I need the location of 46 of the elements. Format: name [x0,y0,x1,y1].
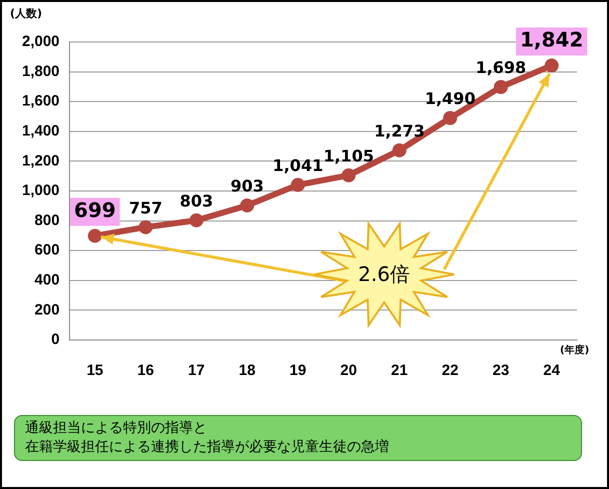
point [494,80,508,94]
x-tick-label: 23 [492,362,510,380]
y-tick-label: 1,800 [22,62,60,80]
y-tick-label: 1,200 [22,152,60,170]
data-label: 1,842 [520,28,584,52]
y-tick-label: 800 [34,212,60,229]
x-tick-label: 18 [238,362,256,380]
x-tick-label: 16 [137,362,154,380]
data-label: 757 [128,198,162,218]
text: 通級担当による特別の指導と [25,420,207,436]
data-label: 699 [74,198,116,222]
point [443,110,458,125]
data-label: 803 [180,192,214,211]
point [189,213,204,228]
y-tick-label: 200 [34,301,60,318]
data-label: 1,105 [323,146,374,166]
y-tick-label: 1,600 [22,92,60,110]
data-label: 1,041 [272,156,324,176]
point [392,143,406,158]
point [290,178,305,192]
data-label: 1,273 [374,121,425,140]
y-axis-title: (人数) [10,6,42,21]
annotation: 2.6倍 [358,260,410,288]
x-tick-label: 22 [442,362,458,380]
y-tick-label: 0 [51,331,60,348]
x-tick-label: 21 [391,362,408,380]
x-tick-label: 24 [543,362,561,380]
x-axis-title: (年度) [560,343,590,357]
data-label: 1,490 [424,89,476,108]
y-tick-label: 1,400 [22,122,60,140]
y-tick-label: 400 [34,272,60,289]
x-tick-label: 17 [188,362,205,380]
data-label: 903 [230,176,264,196]
point [544,58,559,73]
point [88,228,102,243]
x-tick-label: 20 [340,362,357,380]
y-tick-label: 1,000 [22,182,60,200]
point [342,168,356,182]
y-tick-label: 600 [34,242,60,259]
x-tick-label: 19 [290,362,306,380]
point [138,220,153,234]
data-label: 1,698 [476,58,526,78]
point [240,198,254,212]
text: 在籍学級担任による連携した指導が必要な児童生徒の急増 [25,439,389,455]
x-tick-label: 15 [86,362,104,380]
y-tick-label: 2,000 [22,33,60,50]
